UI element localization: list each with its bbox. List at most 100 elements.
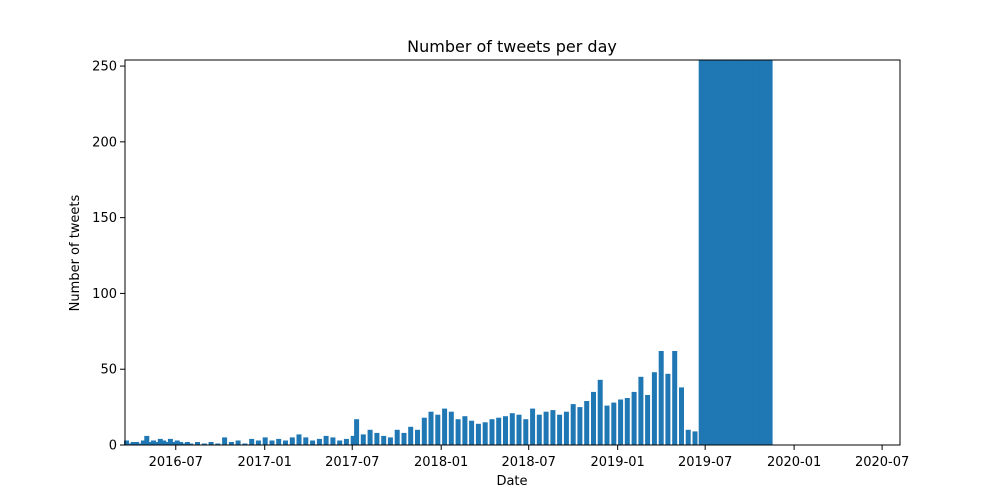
bar bbox=[195, 442, 200, 445]
bar bbox=[188, 443, 194, 445]
bar bbox=[127, 443, 133, 445]
bar bbox=[759, 60, 773, 445]
bar bbox=[408, 426, 414, 445]
bar bbox=[255, 440, 261, 445]
bar bbox=[262, 437, 268, 445]
bar bbox=[350, 435, 356, 445]
bar bbox=[604, 405, 610, 445]
bar bbox=[503, 416, 508, 445]
bar bbox=[124, 440, 129, 445]
y-axis-ticks: 0 50 100 150 200 250 bbox=[92, 60, 125, 454]
bar bbox=[242, 443, 248, 445]
x-tick-label: 2018-07 bbox=[502, 455, 556, 470]
x-tick-label: 2020-07 bbox=[855, 455, 909, 470]
bar bbox=[354, 419, 360, 445]
bar bbox=[563, 411, 569, 445]
bar bbox=[164, 442, 170, 445]
y-tick-label: 150 bbox=[92, 211, 117, 226]
x-axis-label: Date bbox=[496, 474, 527, 489]
bar bbox=[550, 410, 556, 445]
y-tick-label: 200 bbox=[92, 135, 117, 150]
bar bbox=[215, 443, 221, 445]
bar bbox=[289, 437, 295, 445]
bar bbox=[462, 416, 468, 445]
bar bbox=[591, 391, 596, 445]
bar bbox=[330, 437, 336, 445]
chart-title: Number of tweets per day bbox=[407, 37, 617, 56]
bar bbox=[184, 442, 190, 445]
bar bbox=[543, 411, 549, 445]
x-tick-label: 2019-01 bbox=[590, 455, 644, 470]
bar bbox=[516, 414, 522, 445]
bar bbox=[323, 435, 329, 445]
bar bbox=[381, 435, 387, 445]
bar bbox=[672, 351, 678, 445]
bar bbox=[181, 443, 187, 445]
bar bbox=[167, 438, 173, 445]
bar bbox=[201, 443, 207, 445]
bar bbox=[316, 438, 322, 445]
bar bbox=[394, 429, 400, 445]
bar bbox=[374, 432, 380, 445]
bar bbox=[161, 440, 167, 445]
bar bbox=[154, 442, 160, 445]
bar bbox=[360, 434, 366, 445]
bar bbox=[489, 419, 495, 445]
bar bbox=[147, 442, 153, 445]
bar bbox=[638, 376, 644, 445]
bar bbox=[679, 387, 684, 445]
bar bbox=[482, 422, 488, 445]
bar bbox=[455, 419, 461, 445]
bar bbox=[442, 408, 448, 445]
bar bbox=[283, 440, 288, 445]
bar bbox=[178, 442, 184, 445]
bar bbox=[509, 413, 515, 445]
bar bbox=[618, 399, 624, 445]
bar bbox=[557, 414, 563, 445]
bar bbox=[134, 442, 140, 445]
bar bbox=[435, 414, 441, 445]
bar bbox=[151, 440, 156, 445]
y-axis-label: Number of tweets bbox=[68, 194, 83, 311]
bar bbox=[469, 420, 475, 445]
bar bbox=[296, 434, 302, 445]
bar bbox=[631, 391, 637, 445]
bar bbox=[685, 429, 691, 445]
bar bbox=[624, 398, 630, 445]
bar bbox=[310, 440, 316, 445]
x-tick-label: 2017-01 bbox=[238, 455, 292, 470]
bar bbox=[130, 442, 136, 445]
bar bbox=[577, 407, 583, 445]
x-tick-label: 2016-07 bbox=[149, 455, 203, 470]
x-tick-label: 2020-01 bbox=[767, 455, 821, 470]
bar bbox=[570, 404, 576, 445]
bar bbox=[496, 417, 502, 445]
y-tick-label: 100 bbox=[92, 287, 117, 302]
x-tick-label: 2019-07 bbox=[678, 455, 732, 470]
bar bbox=[235, 440, 241, 445]
bar bbox=[530, 408, 536, 445]
bar bbox=[157, 438, 163, 445]
bar bbox=[428, 411, 434, 445]
bar bbox=[208, 442, 214, 445]
x-axis-ticks: 2016-07 2017-01 2017-07 2018-01 2018-07 2019-… bbox=[149, 445, 909, 470]
bar bbox=[276, 438, 282, 445]
x-tick-label: 2017-07 bbox=[325, 455, 379, 470]
y-tick-label: 0 bbox=[109, 439, 117, 454]
bar bbox=[523, 419, 529, 445]
bar-series bbox=[124, 60, 773, 445]
bar bbox=[421, 417, 427, 445]
bar bbox=[665, 373, 671, 445]
plot-area-frame bbox=[124, 59, 901, 446]
bar bbox=[584, 401, 590, 445]
bar bbox=[269, 440, 275, 445]
bar bbox=[387, 437, 393, 445]
bar bbox=[303, 437, 309, 445]
bar bbox=[222, 437, 228, 445]
bar bbox=[343, 438, 349, 445]
bar bbox=[249, 438, 255, 445]
bar bbox=[536, 414, 542, 445]
bar bbox=[597, 379, 603, 445]
y-tick-label: 50 bbox=[100, 363, 117, 378]
